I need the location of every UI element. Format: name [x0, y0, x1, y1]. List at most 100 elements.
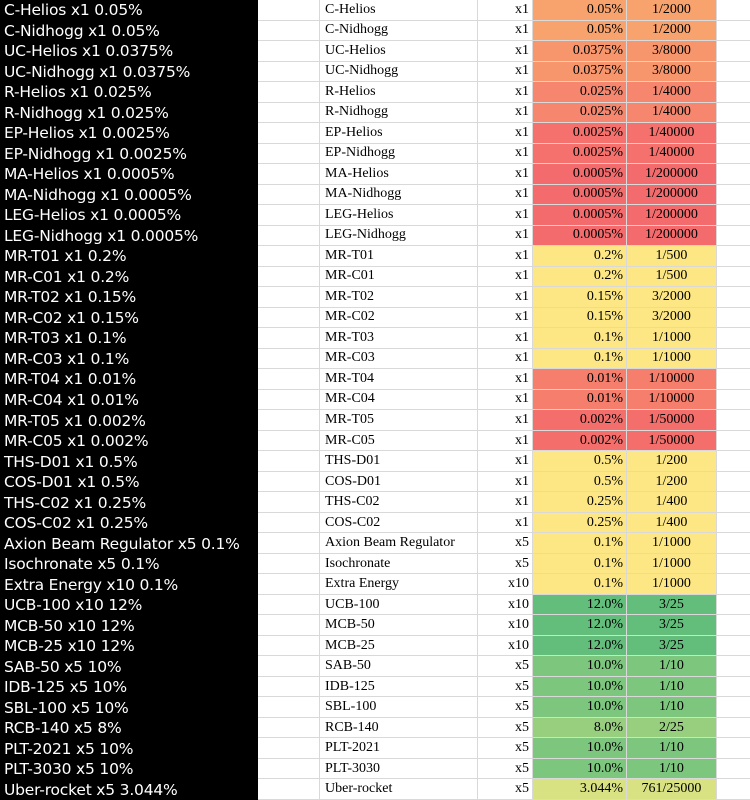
empty-cell[interactable] — [258, 492, 320, 513]
empty-cell[interactable] — [717, 225, 750, 247]
quantity-cell[interactable]: x1 — [478, 61, 533, 83]
quantity-cell[interactable]: x5 — [478, 717, 533, 739]
empty-cell[interactable] — [258, 225, 320, 247]
item-name-cell[interactable]: EP-Nidhogg — [320, 143, 478, 165]
empty-cell[interactable] — [717, 61, 750, 83]
empty-cell[interactable] — [717, 369, 750, 390]
quantity-cell[interactable]: x1 — [478, 246, 533, 267]
empty-cell[interactable] — [717, 41, 750, 62]
percent-cell[interactable]: 0.002% — [533, 430, 627, 452]
quantity-cell[interactable]: x10 — [478, 615, 533, 636]
empty-cell[interactable] — [258, 20, 320, 41]
empty-cell[interactable] — [258, 143, 320, 165]
quantity-cell[interactable]: x1 — [478, 0, 533, 21]
label-cell[interactable]: MR-T03 x1 0.1% — [0, 328, 258, 349]
item-name-cell[interactable]: MCB-25 — [320, 635, 478, 657]
percent-cell[interactable]: 0.05% — [533, 20, 627, 41]
fraction-cell[interactable]: 1/10000 — [627, 369, 717, 390]
empty-cell[interactable] — [258, 533, 320, 554]
label-cell[interactable]: SBL-100 x5 10% — [0, 697, 258, 718]
label-cell[interactable]: EP-Helios x1 0.0025% — [0, 123, 258, 144]
empty-cell[interactable] — [717, 102, 750, 124]
label-cell[interactable]: RCB-140 x5 8% — [0, 717, 258, 739]
empty-cell[interactable] — [258, 430, 320, 452]
quantity-cell[interactable]: x1 — [478, 184, 533, 206]
percent-cell[interactable]: 0.025% — [533, 82, 627, 103]
label-cell[interactable]: MR-T05 x1 0.002% — [0, 410, 258, 431]
empty-cell[interactable] — [258, 512, 320, 534]
empty-cell[interactable] — [258, 369, 320, 390]
quantity-cell[interactable]: x1 — [478, 82, 533, 103]
fraction-cell[interactable]: 1/10 — [627, 758, 717, 780]
empty-cell[interactable] — [717, 738, 750, 759]
item-name-cell[interactable]: R-Helios — [320, 82, 478, 103]
label-cell[interactable]: EP-Nidhogg x1 0.0025% — [0, 143, 258, 165]
fraction-cell[interactable]: 1/2000 — [627, 0, 717, 21]
empty-cell[interactable] — [258, 410, 320, 431]
item-name-cell[interactable]: PLT-3030 — [320, 758, 478, 780]
quantity-cell[interactable]: x1 — [478, 492, 533, 513]
fraction-cell[interactable]: 1/50000 — [627, 430, 717, 452]
quantity-cell[interactable]: x1 — [478, 328, 533, 349]
label-cell[interactable]: SAB-50 x5 10% — [0, 656, 258, 677]
label-cell[interactable]: PLT-2021 x5 10% — [0, 738, 258, 759]
quantity-cell[interactable]: x10 — [478, 635, 533, 657]
empty-cell[interactable] — [717, 328, 750, 349]
item-name-cell[interactable]: MR-C04 — [320, 389, 478, 411]
empty-cell[interactable] — [258, 184, 320, 206]
empty-cell[interactable] — [258, 0, 320, 21]
item-name-cell[interactable]: MR-T01 — [320, 246, 478, 267]
empty-cell[interactable] — [717, 348, 750, 370]
empty-cell[interactable] — [258, 82, 320, 103]
empty-cell[interactable] — [258, 758, 320, 780]
empty-cell[interactable] — [717, 553, 750, 575]
label-cell[interactable]: C-Nidhogg x1 0.05% — [0, 20, 258, 41]
label-cell[interactable]: R-Helios x1 0.025% — [0, 82, 258, 103]
empty-cell[interactable] — [258, 717, 320, 739]
label-cell[interactable]: MA-Nidhogg x1 0.0005% — [0, 184, 258, 206]
item-name-cell[interactable]: MA-Nidhogg — [320, 184, 478, 206]
quantity-cell[interactable]: x5 — [478, 779, 533, 800]
item-name-cell[interactable]: COS-D01 — [320, 471, 478, 493]
label-cell[interactable]: UC-Nidhogg x1 0.0375% — [0, 61, 258, 83]
empty-cell[interactable] — [258, 61, 320, 83]
quantity-cell[interactable]: x1 — [478, 225, 533, 247]
empty-cell[interactable] — [717, 82, 750, 103]
fraction-cell[interactable]: 1/10 — [627, 697, 717, 718]
empty-cell[interactable] — [717, 533, 750, 554]
empty-cell[interactable] — [717, 184, 750, 206]
percent-cell[interactable]: 0.05% — [533, 0, 627, 21]
label-cell[interactable]: MR-T04 x1 0.01% — [0, 369, 258, 390]
fraction-cell[interactable]: 1/200000 — [627, 225, 717, 247]
empty-cell[interactable] — [717, 492, 750, 513]
fraction-cell[interactable]: 761/25000 — [627, 779, 717, 800]
label-cell[interactable]: MCB-25 x10 12% — [0, 635, 258, 657]
quantity-cell[interactable]: x5 — [478, 676, 533, 698]
quantity-cell[interactable]: x1 — [478, 410, 533, 431]
item-name-cell[interactable]: LEG-Nidhogg — [320, 225, 478, 247]
empty-cell[interactable] — [717, 451, 750, 472]
percent-cell[interactable]: 8.0% — [533, 717, 627, 739]
percent-cell[interactable]: 0.0025% — [533, 143, 627, 165]
percent-cell[interactable]: 3.044% — [533, 779, 627, 800]
quantity-cell[interactable]: x5 — [478, 697, 533, 718]
item-name-cell[interactable]: Axion Beam Regulator — [320, 533, 478, 554]
label-cell[interactable]: MR-C01 x1 0.2% — [0, 266, 258, 288]
empty-cell[interactable] — [258, 307, 320, 329]
label-cell[interactable]: PLT-3030 x5 10% — [0, 758, 258, 780]
empty-cell[interactable] — [258, 348, 320, 370]
percent-cell[interactable]: 0.1% — [533, 328, 627, 349]
empty-cell[interactable] — [717, 697, 750, 718]
item-name-cell[interactable]: PLT-2021 — [320, 738, 478, 759]
fraction-cell[interactable]: 1/200000 — [627, 164, 717, 185]
item-name-cell[interactable]: MCB-50 — [320, 615, 478, 636]
empty-cell[interactable] — [258, 102, 320, 124]
quantity-cell[interactable]: x1 — [478, 266, 533, 288]
empty-cell[interactable] — [717, 512, 750, 534]
quantity-cell[interactable]: x1 — [478, 512, 533, 534]
empty-cell[interactable] — [717, 266, 750, 288]
percent-cell[interactable]: 0.0005% — [533, 225, 627, 247]
label-cell[interactable]: MCB-50 x10 12% — [0, 615, 258, 636]
fraction-cell[interactable]: 1/1000 — [627, 553, 717, 575]
item-name-cell[interactable]: THS-D01 — [320, 451, 478, 472]
